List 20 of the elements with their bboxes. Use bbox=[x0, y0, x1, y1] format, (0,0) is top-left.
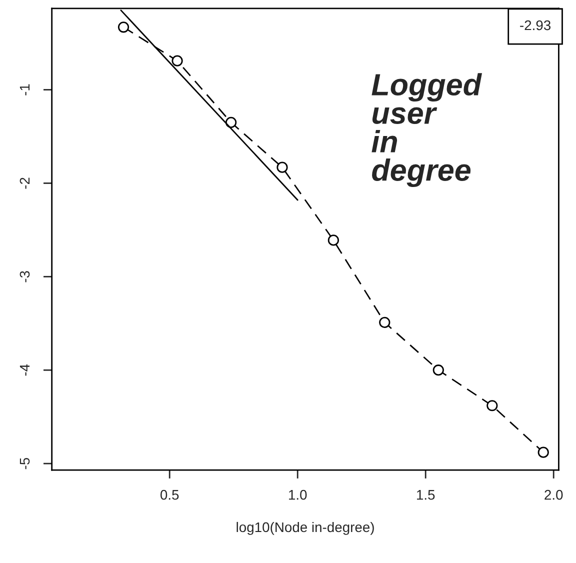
x-tick-label: 2.0 bbox=[544, 490, 563, 500]
annotation: Logged user in degree bbox=[372, 73, 482, 188]
annotation: -2.93 bbox=[520, 20, 551, 30]
x-tick-label: 1.0 bbox=[289, 490, 307, 500]
y-tick-label: -5 bbox=[20, 458, 30, 470]
point bbox=[118, 22, 130, 33]
x-tick-label: 0.5 bbox=[160, 490, 179, 500]
point bbox=[432, 364, 444, 376]
point bbox=[276, 162, 288, 173]
y-tick-label: -3 bbox=[20, 271, 30, 282]
y-tick-label: -4 bbox=[20, 364, 30, 376]
y-tick-label: -2 bbox=[20, 178, 30, 189]
point bbox=[379, 316, 390, 328]
point bbox=[538, 446, 549, 458]
x-tick-label: 1.5 bbox=[417, 490, 435, 500]
point bbox=[328, 234, 339, 246]
y-tick-label: -1 bbox=[20, 84, 30, 96]
point bbox=[486, 400, 498, 412]
point bbox=[172, 55, 183, 66]
x-axis-title: log10(Node in-degree) bbox=[236, 522, 374, 535]
